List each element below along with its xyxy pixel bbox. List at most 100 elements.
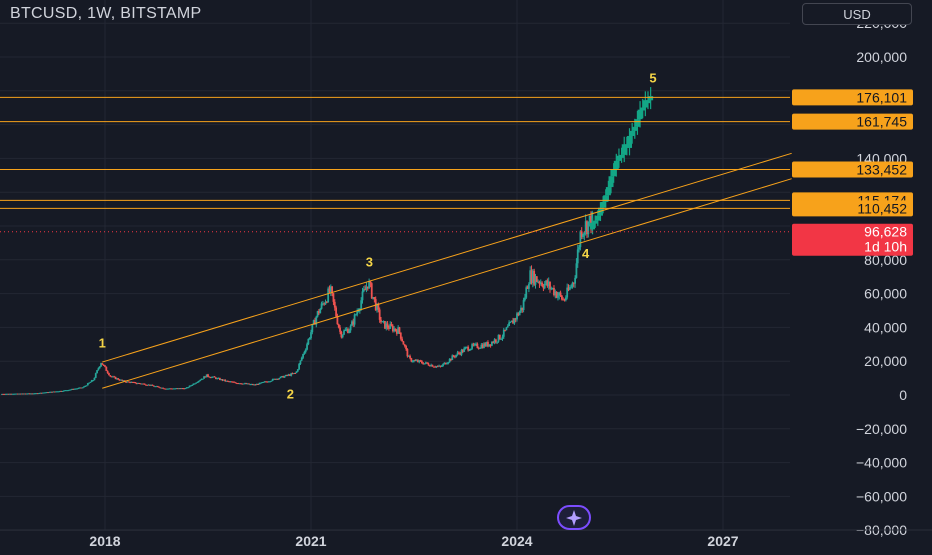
candle-body: [15, 393, 18, 395]
candle-body: [250, 384, 253, 386]
candle-body: [199, 380, 201, 382]
candle-body: [3, 393, 6, 395]
candle-body: [514, 318, 517, 320]
candle-body: [233, 381, 236, 383]
candle-body: [114, 376, 117, 380]
candle-body: [176, 388, 179, 390]
candle-body: [426, 362, 429, 364]
projection-candle-body: [621, 144, 627, 155]
candle-body: [564, 297, 567, 301]
currency-button[interactable]: USD: [802, 3, 912, 25]
projection-candle-body: [629, 130, 635, 136]
candle-body: [459, 353, 462, 355]
candle-body: [505, 327, 508, 331]
candle-body: [141, 383, 143, 385]
candle-body: [20, 393, 23, 395]
candle-body: [174, 388, 176, 390]
candle-body: [2, 393, 5, 395]
candle-body: [53, 391, 56, 393]
candle-body: [72, 388, 75, 390]
candle-body: [246, 383, 249, 385]
candle-body: [360, 300, 363, 309]
candle-body: [133, 381, 135, 383]
price-axis-label: 0: [899, 387, 907, 403]
candle-body: [415, 360, 418, 362]
candle-body: [285, 374, 287, 377]
candle-body: [546, 280, 549, 287]
candle-body: [485, 342, 488, 347]
projection-candle-body: [642, 100, 648, 108]
candle-body: [118, 379, 121, 381]
level-price-badge-label: 176,101: [856, 89, 907, 105]
level-price-badge-label: 110,452: [857, 200, 907, 216]
level-price-badge[interactable]: [792, 113, 913, 130]
candle-body: [242, 383, 245, 385]
candle-body: [43, 392, 46, 394]
candle-body: [469, 348, 472, 351]
last-price-badge: [792, 223, 913, 256]
candle-body: [263, 381, 266, 383]
candle-body: [582, 234, 584, 237]
candle-body: [460, 349, 463, 355]
candle-body: [504, 329, 507, 331]
candle-body: [316, 311, 319, 317]
trendline-1[interactable]: [102, 152, 792, 363]
level-price-badge[interactable]: [792, 89, 913, 106]
candle-body: [138, 383, 141, 385]
candle-body: [11, 393, 14, 395]
replay-button[interactable]: [557, 505, 591, 530]
candle-body: [192, 383, 195, 385]
candle-body: [343, 330, 345, 335]
candle-body: [421, 361, 423, 364]
candle-body: [566, 287, 569, 298]
candle-body: [472, 344, 475, 346]
candle-body: [391, 325, 394, 332]
trendline-2[interactable]: [102, 178, 792, 389]
candle-body: [554, 291, 557, 296]
candle-body: [88, 382, 91, 384]
level-price-badge[interactable]: [792, 200, 913, 217]
projection-candle-body: [611, 169, 617, 177]
candle-body: [109, 375, 112, 377]
level-price-badge[interactable]: [792, 161, 913, 178]
candle-body: [579, 231, 582, 248]
candle-body: [348, 330, 351, 334]
candle-body: [273, 378, 275, 380]
projection-candle-body: [632, 126, 638, 131]
candle-body: [75, 388, 77, 390]
candle-body: [542, 286, 545, 289]
candle-body: [102, 364, 105, 366]
candle-body: [357, 310, 360, 312]
candle-body: [215, 377, 217, 379]
candle-body: [213, 376, 216, 378]
candle-body: [237, 383, 240, 385]
candle-body: [332, 293, 335, 302]
candle-body: [168, 388, 171, 390]
candle-body: [209, 377, 212, 379]
wave-label-1: 1: [99, 336, 106, 351]
candle-body: [526, 287, 529, 289]
candle-body: [388, 327, 390, 329]
candle-body: [545, 280, 547, 284]
candle-body: [448, 358, 451, 363]
candle-body: [160, 387, 163, 389]
candle-body: [51, 391, 54, 393]
candle-body: [205, 374, 208, 378]
candle-body: [414, 360, 417, 362]
time-axis-label: 2027: [707, 533, 738, 549]
candle-body: [232, 381, 234, 383]
candle-body: [331, 286, 334, 294]
candle-body: [162, 387, 165, 389]
candle-body: [184, 388, 187, 390]
candle-body: [557, 295, 559, 298]
candle-body: [440, 365, 443, 367]
wave-label-3: 3: [366, 255, 373, 270]
candle-body: [251, 384, 254, 386]
candle-body: [377, 304, 380, 310]
candle-body: [370, 283, 373, 299]
candle-body: [393, 328, 396, 332]
candle-body: [240, 383, 242, 385]
wave-label-5: 5: [649, 70, 656, 85]
